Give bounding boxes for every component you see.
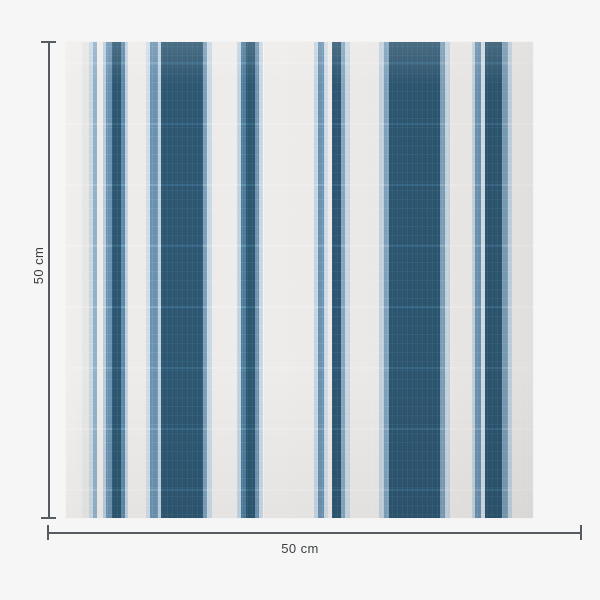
stripe	[383, 42, 390, 518]
stripe	[471, 42, 476, 518]
stripe	[254, 42, 260, 518]
stripe	[93, 42, 97, 518]
stripe	[507, 42, 512, 518]
stripe	[439, 42, 446, 518]
stripe	[128, 42, 146, 518]
stripe	[511, 42, 533, 518]
stripe	[202, 42, 208, 518]
stripe	[502, 42, 508, 518]
stripe	[449, 42, 472, 518]
stripe	[475, 42, 482, 518]
height-dimension-cap-bottom	[41, 517, 56, 519]
stripe	[350, 42, 380, 518]
stripe	[445, 42, 450, 518]
width-dimension-label: 50 cm	[281, 541, 319, 556]
height-dimension-line	[48, 42, 50, 518]
stripe	[207, 42, 212, 518]
stripe	[121, 42, 125, 518]
stripe	[245, 42, 255, 518]
width-dimension-line	[48, 532, 581, 534]
stripe	[145, 42, 151, 518]
stripe-pattern	[66, 42, 533, 518]
stripe	[160, 42, 203, 518]
stripe	[237, 42, 241, 518]
stripe	[66, 42, 82, 518]
stripe	[313, 42, 318, 518]
stripe	[481, 42, 485, 518]
stripe	[158, 42, 161, 518]
stripe	[96, 42, 103, 518]
stripe	[331, 42, 341, 518]
stripe	[345, 42, 351, 518]
width-dimension-cap-left	[47, 525, 49, 540]
stripe	[389, 42, 440, 518]
stripe	[81, 42, 89, 518]
stripe	[111, 42, 122, 518]
stripe	[150, 42, 159, 518]
stripe	[124, 42, 129, 518]
height-dimension-label: 50 cm	[31, 246, 47, 285]
stripe	[324, 42, 329, 518]
stripe	[259, 42, 264, 518]
height-dimension-cap-top	[41, 41, 56, 43]
stripe	[328, 42, 332, 518]
width-dimension-cap-right	[580, 525, 582, 540]
stripe	[88, 42, 94, 518]
stripe	[317, 42, 325, 518]
stripe	[340, 42, 346, 518]
stripe	[106, 42, 112, 518]
stripe	[240, 42, 246, 518]
stripe	[379, 42, 384, 518]
stripe	[211, 42, 238, 518]
stripe	[484, 42, 503, 518]
stripe	[263, 42, 314, 518]
fabric-swatch	[66, 42, 533, 518]
stripe	[102, 42, 107, 518]
